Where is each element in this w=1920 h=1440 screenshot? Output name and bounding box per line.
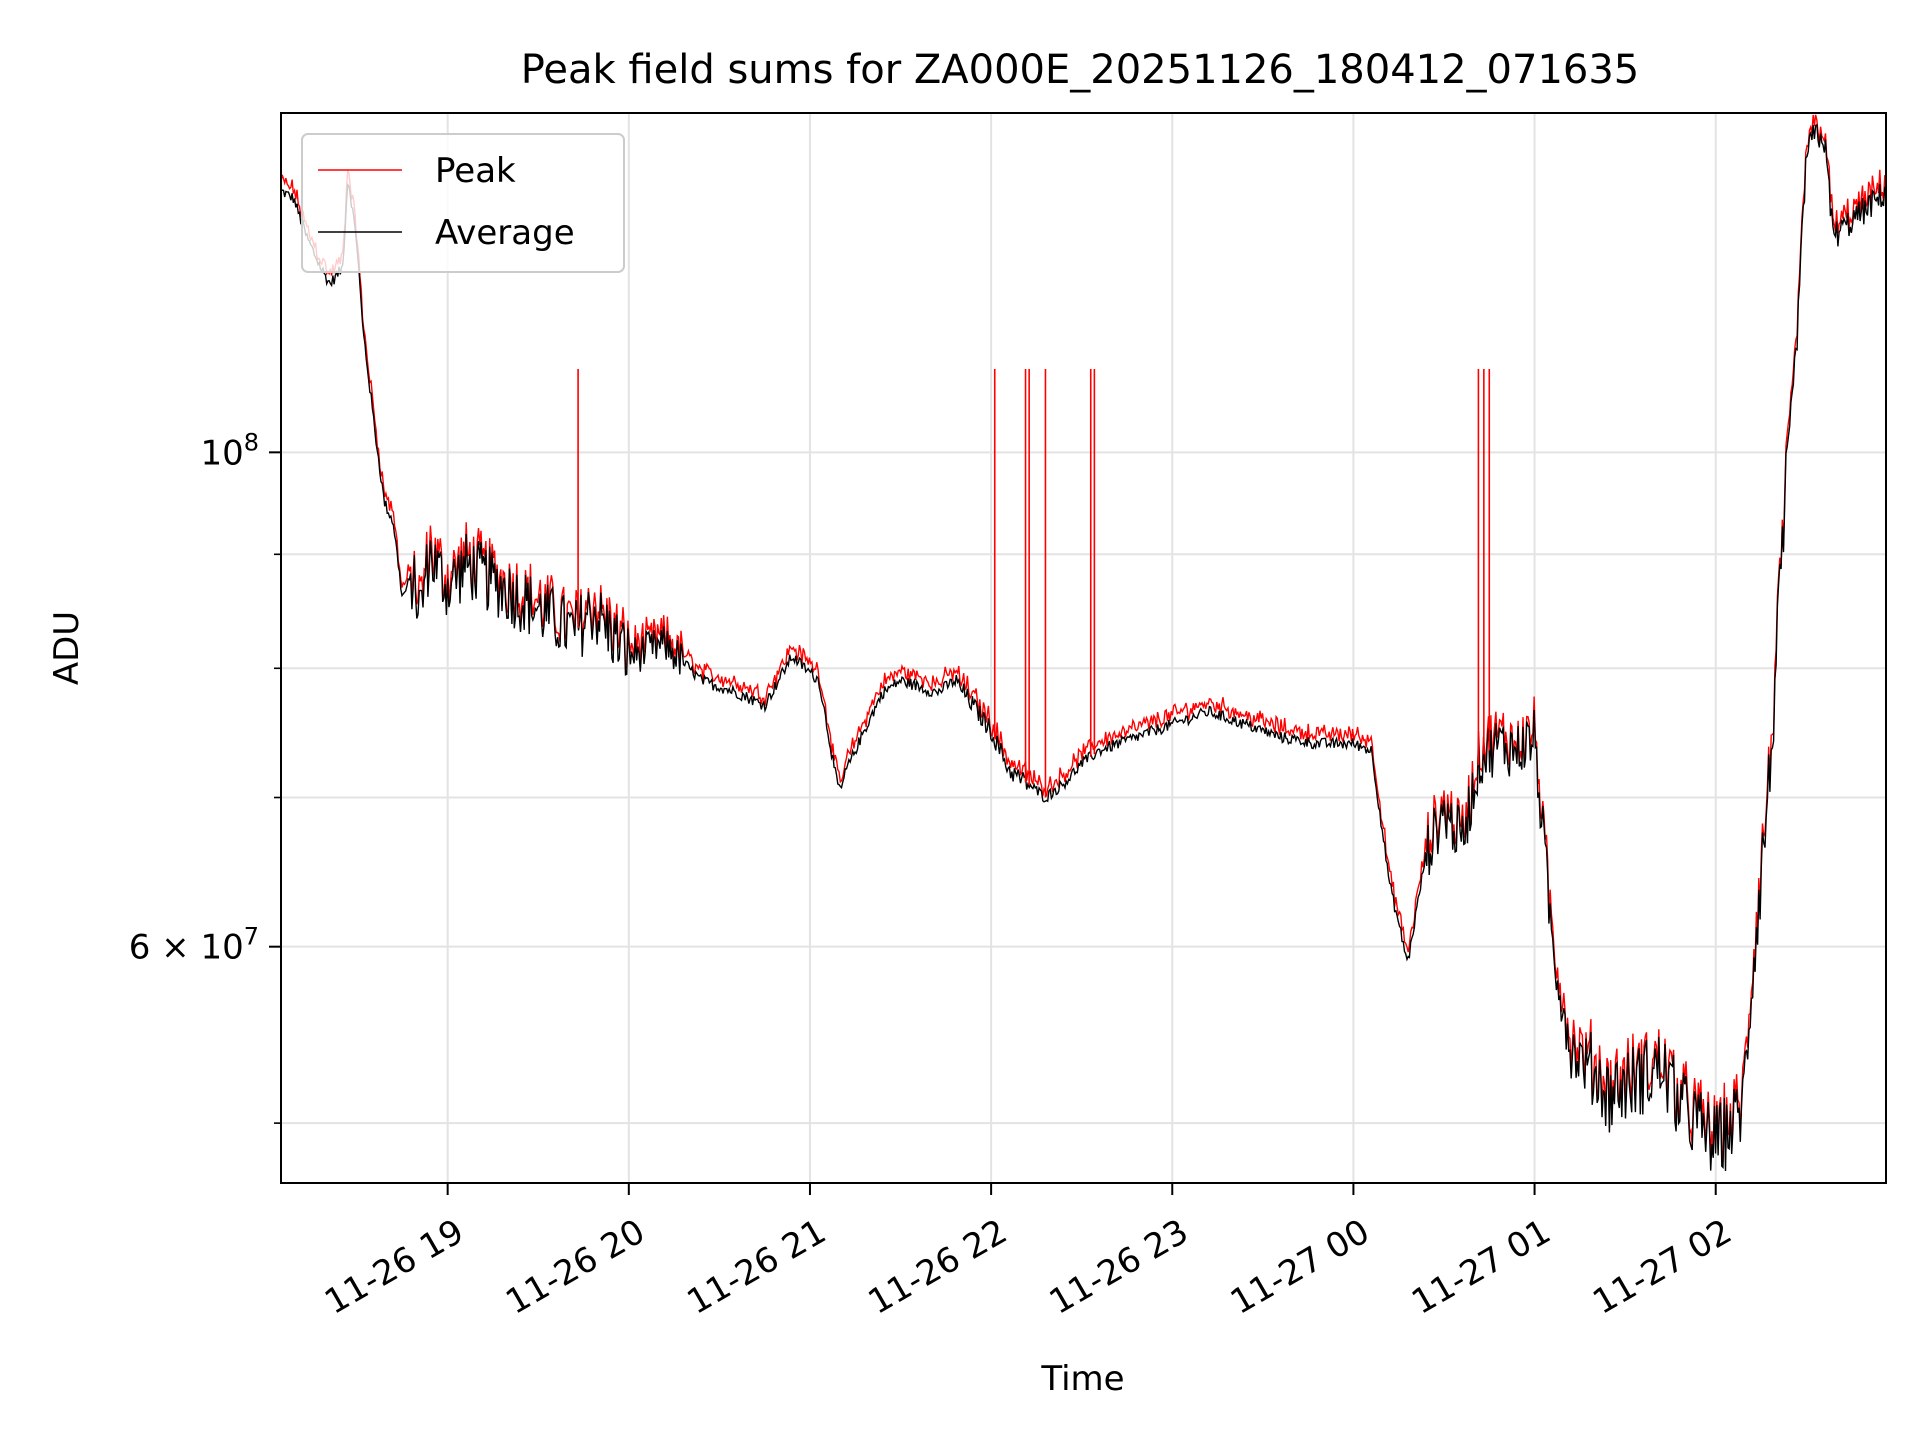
grid bbox=[281, 113, 1886, 1183]
series-line-average bbox=[280, 123, 1887, 1172]
y-tick-label: 108 bbox=[200, 428, 259, 473]
series-layer bbox=[280, 114, 1887, 1172]
plot-frame bbox=[280, 112, 1887, 1184]
x-axis-label: Time bbox=[1040, 1359, 1124, 1399]
legend-box bbox=[301, 133, 625, 273]
y-axis-label: ADU bbox=[47, 611, 87, 685]
chart-title: Peak field sums for ZA000E_20251126_1804… bbox=[521, 47, 1640, 93]
y-axis: 108 6 × 107 bbox=[129, 428, 281, 1124]
legend-label-average: Average bbox=[435, 213, 575, 253]
y-tick-label: 6 × 107 bbox=[129, 923, 259, 968]
legend-label-peak: Peak bbox=[435, 151, 516, 191]
legend: Peak Average bbox=[301, 133, 625, 273]
